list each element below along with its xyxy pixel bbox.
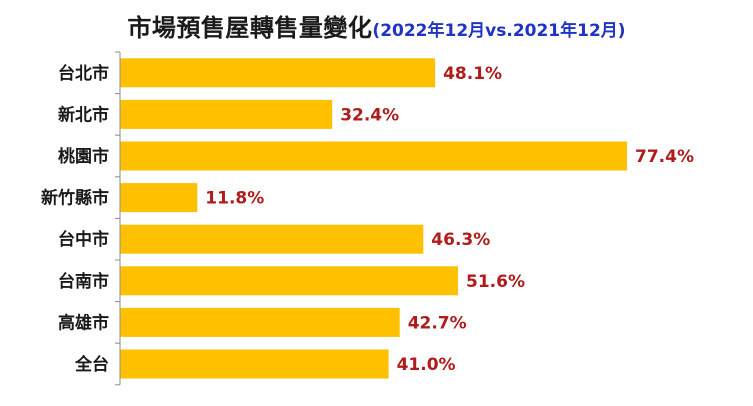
value-label-4: 11.8% [205, 189, 264, 209]
chart-subtitle: (2022年12月vs.2021年12月) [372, 21, 626, 41]
bar-6 [120, 266, 458, 296]
category-label-5: 台中市 [58, 229, 109, 250]
chart-title-main: 市場預售屋轉售量變化 [127, 14, 373, 42]
bar-3 [120, 141, 627, 171]
category-label-4: 新竹縣市 [41, 188, 109, 209]
value-label-8: 41.0% [397, 355, 456, 375]
bars-group [120, 58, 627, 379]
value-labels: 48.1% 32.4% 77.4% 11.8% 46.3% 51.6% 42.7% 41.0% [205, 64, 694, 375]
value-label-3: 77.4% [635, 147, 694, 167]
category-label-7: 高雄市 [58, 312, 109, 333]
value-label-7: 42.7% [408, 313, 467, 333]
value-label-1: 48.1% [443, 64, 502, 84]
bar-8 [120, 349, 389, 379]
category-label-6: 台南市 [58, 271, 109, 292]
bar-5 [120, 224, 424, 254]
category-label-8: 全台 [74, 354, 109, 375]
category-label-3: 桃園市 [58, 146, 109, 167]
chart-title: 市場預售屋轉售量變化(2022年12月vs.2021年12月) [0, 8, 753, 43]
value-label-2: 32.4% [340, 105, 399, 125]
y-axis-ticks [115, 51, 120, 386]
bar-1 [120, 58, 436, 88]
bar-7 [120, 307, 400, 337]
bar-4 [120, 183, 198, 213]
value-label-6: 51.6% [466, 272, 525, 292]
bar-2 [120, 99, 333, 129]
category-label-1: 台北市 [58, 63, 109, 84]
category-label-2: 新北市 [58, 104, 109, 125]
value-label-5: 46.3% [431, 230, 490, 250]
